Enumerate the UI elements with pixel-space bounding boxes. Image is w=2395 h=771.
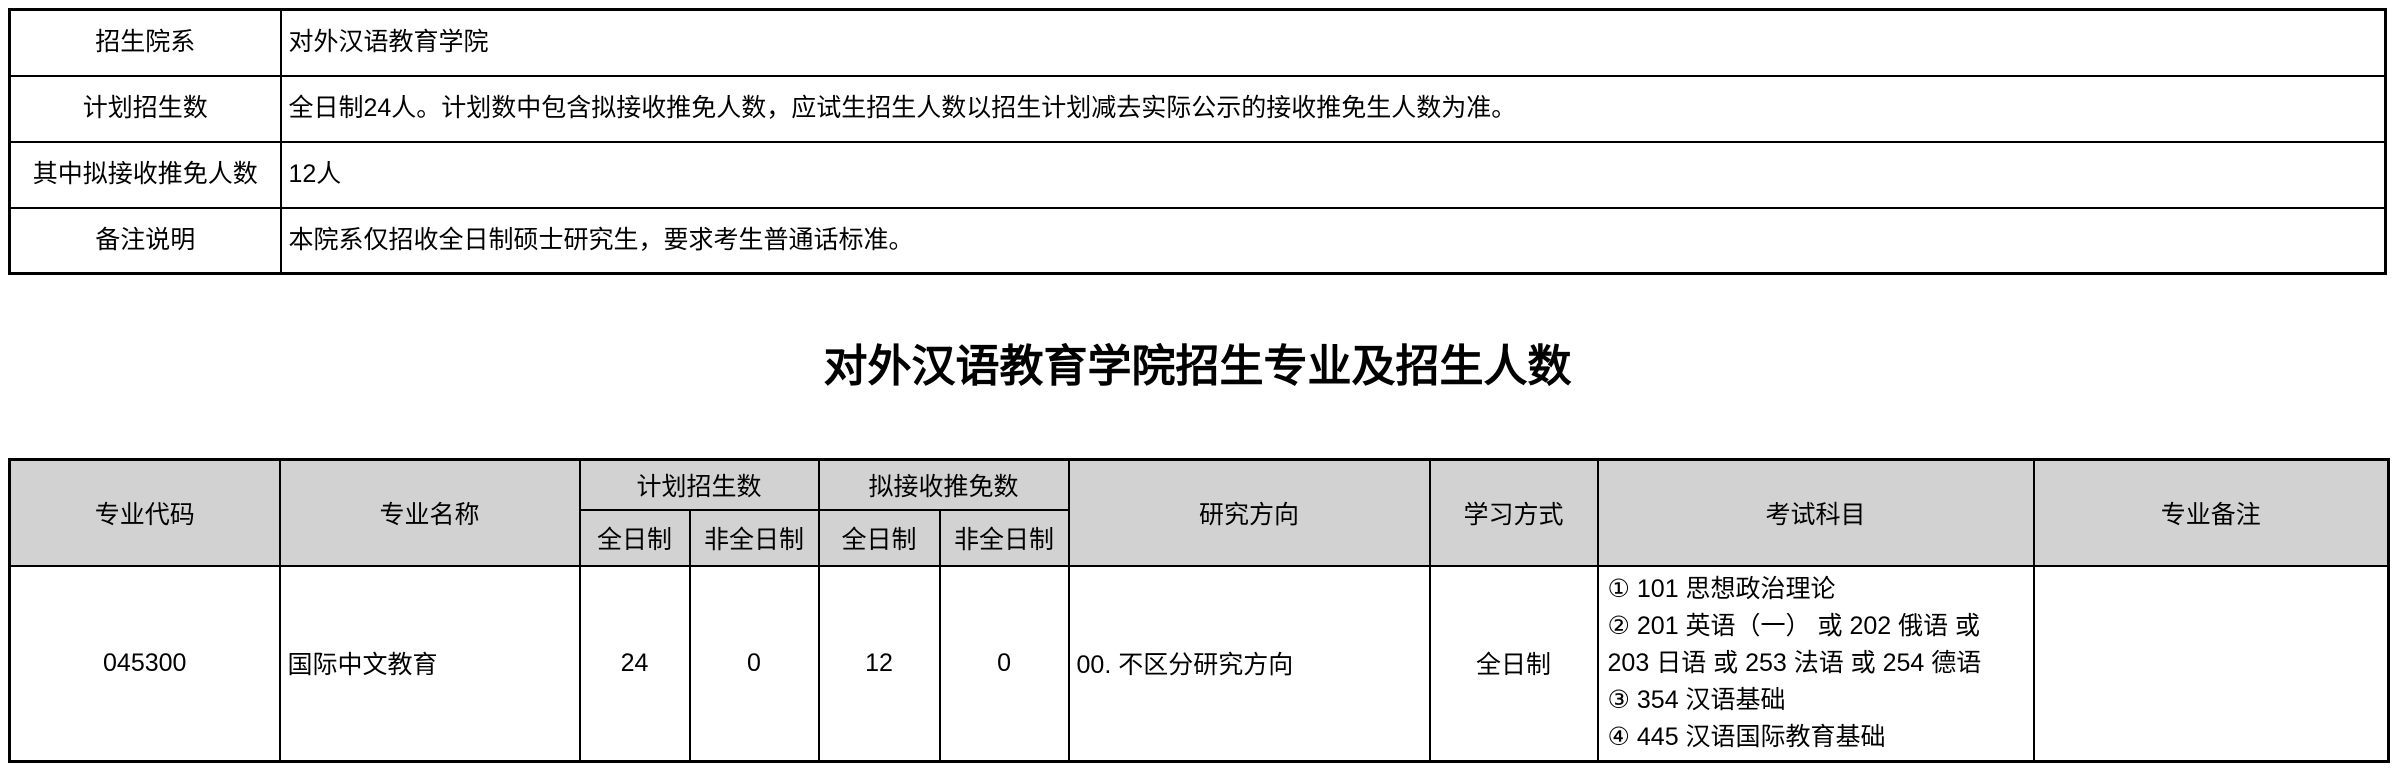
exam-subject-line: ② 201 英语（一） 或 202 俄语 或 203 日语 或 253 法语 或… [1607, 611, 1982, 677]
study-mode-cell: 全日制 [1428, 564, 1599, 762]
info-label-department: 招生院系 [8, 8, 282, 77]
header-study-mode: 学习方式 [1428, 458, 1599, 567]
info-label-exempt-count: 其中拟接收推免人数 [8, 140, 282, 209]
major-row: 045300 国际中文教育 24 0 12 0 00. 不区分研究方向 全日制 … [8, 564, 2390, 762]
header-exempt-part-time: 非全日制 [938, 508, 1070, 567]
info-value-remarks: 本院系仅招收全日制硕士研究生，要求考生普通话标准。 [279, 206, 2387, 275]
exam-subject-line: ① 101 思想政治理论 [1607, 574, 1836, 603]
info-value-planned-enrollment: 全日制24人。计划数中包含拟接收推免人数，应试生招生人数以招生计划减去实际公示的… [279, 74, 2387, 143]
info-row-planned-enrollment: 计划招生数 全日制24人。计划数中包含拟接收推免人数，应试生招生人数以招生计划减… [8, 74, 2387, 143]
info-value-department: 对外汉语教育学院 [279, 8, 2387, 77]
info-label-planned-enrollment: 计划招生数 [8, 74, 282, 143]
exam-subjects-cell: ① 101 思想政治理论 ② 201 英语（一） 或 202 俄语 或 203 … [1596, 564, 2035, 762]
header-major-notes: 专业备注 [2032, 458, 2390, 567]
exempt-part-time-cell: 0 [938, 564, 1070, 762]
header-exempt-full-time: 全日制 [817, 508, 941, 567]
header-research-direction: 研究方向 [1067, 458, 1431, 567]
section-title: 对外汉语教育学院招生专业及招生人数 [823, 342, 1572, 391]
header-planned-full-time: 全日制 [578, 508, 691, 567]
research-direction-cell: 00. 不区分研究方向 [1067, 564, 1431, 762]
header-exam-subjects: 考试科目 [1596, 458, 2035, 567]
major-notes-cell [2032, 564, 2390, 762]
exam-subject-line: ④ 445 汉语国际教育基础 [1607, 722, 1886, 751]
major-code-cell: 045300 [8, 564, 281, 762]
header-planned-part-time: 非全日制 [688, 508, 820, 567]
header-major-name: 专业名称 [278, 458, 581, 567]
exempt-full-time-cell: 12 [817, 564, 941, 762]
major-name-cell: 国际中文教育 [278, 564, 581, 762]
majors-header-row-1: 专业代码 专业名称 计划招生数 拟接收推免数 研究方向 学习方式 考试科目 专业… [8, 458, 2390, 567]
majors-table: 专业代码 专业名称 计划招生数 拟接收推免数 研究方向 学习方式 考试科目 专业… [8, 458, 2391, 763]
planned-part-time-cell: 0 [688, 564, 820, 762]
planned-full-time-cell: 24 [578, 564, 691, 762]
info-row-department: 招生院系 对外汉语教育学院 [8, 8, 2387, 77]
info-table: 招生院系 对外汉语教育学院 计划招生数 全日制24人。计划数中包含拟接收推免人数… [8, 8, 2387, 275]
header-planned-enrollment-group: 计划招生数 [578, 458, 820, 511]
info-value-exempt-count: 12人 [279, 140, 2387, 209]
header-recommended-exempt-group: 拟接收推免数 [817, 458, 1070, 511]
info-row-exempt-count: 其中拟接收推免人数 12人 [8, 140, 2387, 209]
info-row-remarks: 备注说明 本院系仅招收全日制硕士研究生，要求考生普通话标准。 [8, 206, 2387, 275]
info-label-remarks: 备注说明 [8, 206, 282, 275]
exam-subject-line: ③ 354 汉语基础 [1607, 685, 1786, 714]
majors-header-row-2: 全日制 非全日制 全日制 非全日制 [10, 508, 2389, 567]
header-major-code: 专业代码 [8, 458, 281, 567]
